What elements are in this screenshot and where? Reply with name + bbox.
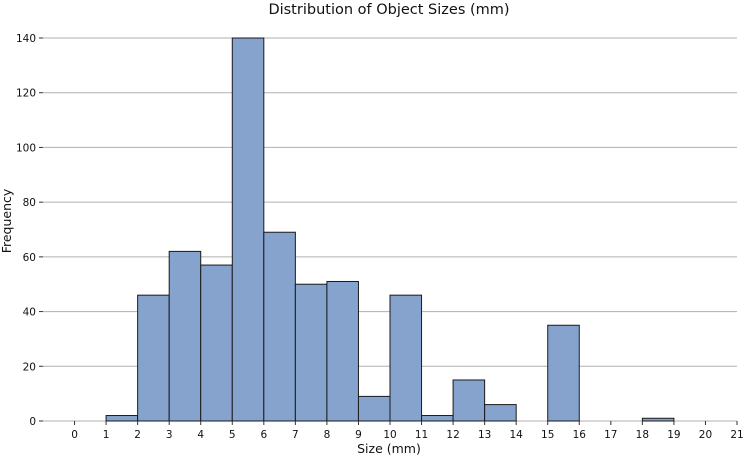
- histogram-bar: [168, 250, 202, 422]
- y-axis-label: Frequency: [0, 188, 14, 253]
- y-tick-label: 20: [23, 361, 36, 373]
- x-tick-label: 10: [383, 429, 396, 441]
- x-tick-label: 0: [71, 429, 78, 441]
- x-tick-label: 5: [229, 429, 236, 441]
- x-tick-label: 21: [730, 429, 743, 441]
- histogram-bar: [547, 324, 580, 422]
- histogram-bar: [263, 231, 296, 422]
- x-tick-label: 15: [541, 429, 554, 441]
- y-tick-label: 140: [16, 33, 36, 45]
- y-tick-label: 80: [23, 197, 36, 209]
- x-axis-label: Size (mm): [357, 441, 421, 455]
- histogram-bar: [294, 283, 328, 422]
- x-tick-label: 4: [197, 429, 204, 441]
- y-tick-label: 0: [29, 416, 36, 428]
- x-axis: 0 1 2 3 4 5 6 7 8 9 10 11 12 13 14 15 16 17 18 19 20 21: [71, 421, 743, 441]
- histogram-bars: [105, 37, 675, 422]
- y-tick-label: 60: [23, 252, 36, 264]
- x-tick-label: 1: [103, 429, 110, 441]
- y-axis: 0 20 40 60 80 100 120 140: [16, 33, 43, 428]
- x-tick-label: 11: [415, 429, 428, 441]
- histogram-bar: [105, 415, 139, 422]
- histogram-bar: [137, 294, 170, 422]
- histogram-bar: [231, 37, 265, 422]
- x-tick-label: 20: [699, 429, 712, 441]
- histogram-bar: [200, 264, 233, 422]
- x-tick-label: 16: [573, 429, 587, 441]
- histogram-bar: [641, 417, 675, 422]
- histogram-bar: [452, 379, 486, 422]
- histogram-bar: [326, 280, 359, 422]
- x-tick-label: 3: [166, 429, 173, 441]
- histogram-bar: [421, 415, 454, 422]
- x-tick-label: 14: [509, 429, 523, 441]
- histogram-bar: [357, 395, 391, 422]
- x-tick-label: 2: [134, 429, 141, 441]
- x-tick-label: 7: [292, 429, 299, 441]
- x-tick-label: 6: [260, 429, 267, 441]
- x-tick-label: 9: [355, 429, 362, 441]
- x-tick-label: 18: [636, 429, 649, 441]
- y-tick-label: 100: [16, 142, 36, 154]
- x-tick-label: 8: [324, 429, 331, 441]
- chart-title: Distribution of Object Sizes (mm): [268, 2, 509, 18]
- x-tick-label: 12: [446, 429, 459, 441]
- x-tick-label: 19: [667, 429, 680, 441]
- histogram-bar: [484, 404, 517, 422]
- y-tick-label: 40: [23, 307, 36, 319]
- histogram-bar: [389, 294, 423, 422]
- y-tick-label: 120: [16, 88, 36, 100]
- x-tick-label: 13: [478, 429, 491, 441]
- x-tick-label: 17: [604, 429, 617, 441]
